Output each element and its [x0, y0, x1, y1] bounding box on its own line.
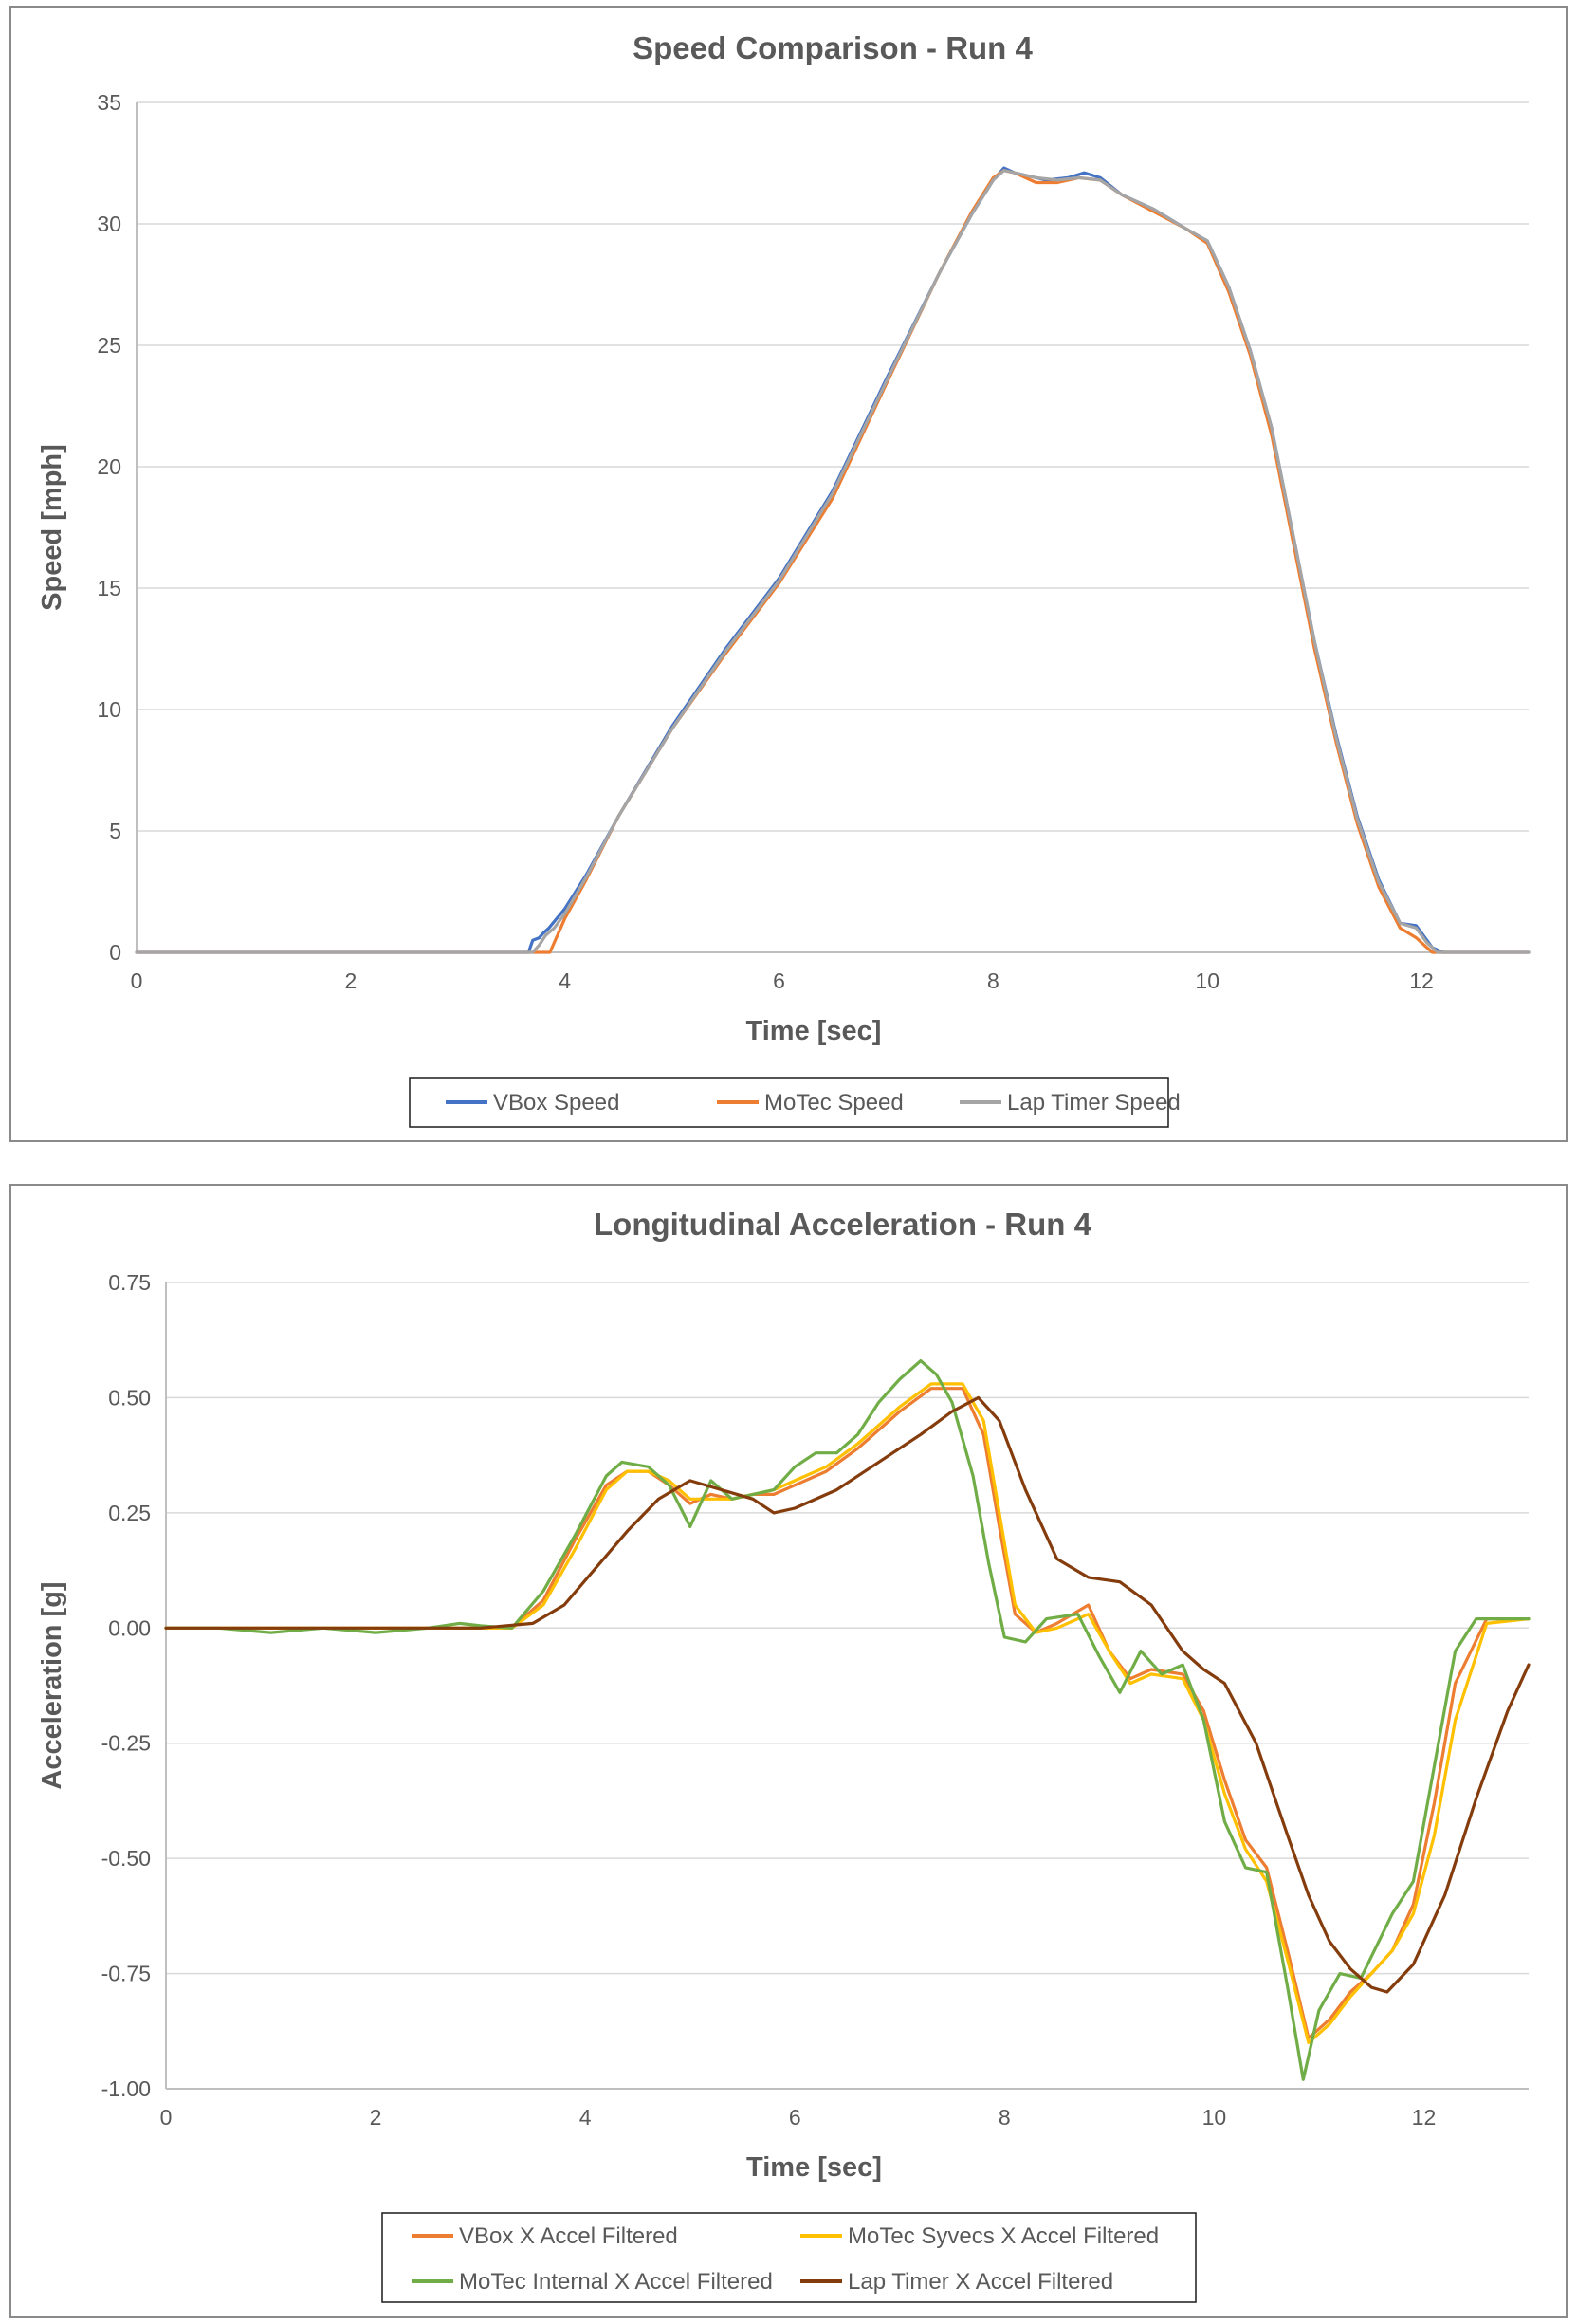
speed-legend-box [409, 1077, 1169, 1128]
speed-y-tick-label: 15 [97, 576, 121, 600]
accel-chart-title: Longitudinal Acceleration - Run 4 [594, 1207, 1092, 1242]
speed-x-tick-label: 8 [987, 968, 999, 993]
speed-series-vbox-speed [135, 166, 1531, 954]
accel-x-tick-label: 10 [1202, 2105, 1227, 2130]
accel-y-tick-label: -0.50 [101, 1846, 151, 1871]
accel-y-tick-label: 0.75 [108, 1270, 151, 1295]
speed-x-tick-label: 2 [344, 968, 357, 993]
speed-x-tick-label: 10 [1195, 968, 1219, 993]
speed-series-lap-timer-speed [135, 169, 1531, 954]
accel-y-tick-label: 0.25 [108, 1501, 151, 1525]
accel-legend-label-motec-internal-x-accel-filtered: MoTec Internal X Accel Filtered [459, 2269, 773, 2295]
speed-y-tick-label: 5 [109, 819, 121, 843]
speed-y-tick-label: 10 [97, 697, 121, 722]
accel-y-axis-title: Acceleration [g] [37, 1581, 67, 1789]
accel-x-tick-label: 2 [370, 2105, 382, 2130]
speed-chart-panel: Speed Comparison - Run 4 0 5 10 15 20 25 30 35 0 2… [9, 6, 1568, 1142]
accel-x-axis-title: Time [sec] [746, 2152, 882, 2183]
accel-series-motec-syvecs-x-accel-filtered [164, 1382, 1531, 2044]
speed-legend-label-lap-timer-speed: Lap Timer Speed [1007, 1090, 1181, 1116]
speed-x-tick-label: 6 [773, 968, 785, 993]
acceleration-chart: Longitudinal Acceleration - Run 4 -1.00 -0… [37, 1207, 1531, 2303]
accel-x-tick-label: 0 [160, 2105, 173, 2130]
speed-y-tick-label: 35 [97, 90, 121, 115]
accel-y-tick-label: 0.00 [108, 1615, 151, 1640]
accel-x-tick-label: 4 [579, 2105, 592, 2130]
accel-series-lap-timer-x-accel-filtered [164, 1395, 1531, 1994]
speed-legend-label-vbox-speed: VBox Speed [493, 1090, 619, 1116]
speed-y-tick-label: 0 [109, 940, 121, 965]
speed-y-tick-label: 20 [97, 454, 121, 479]
speed-legend-label-motec-speed: MoTec Speed [764, 1090, 904, 1116]
accel-legend-box [381, 2212, 1197, 2303]
speed-series-motec-speed [135, 169, 1531, 954]
speed-y-axis-title: Speed [mph] [37, 444, 67, 611]
accel-series-vbox-x-accel-filtered [164, 1387, 1531, 2040]
acceleration-chart-panel: Longitudinal Acceleration - Run 4 -1.00 -0… [9, 1184, 1568, 2318]
speed-x-tick-label: 4 [559, 968, 571, 993]
accel-legend-label-vbox-x-accel-filtered: VBox X Accel Filtered [459, 2223, 678, 2249]
accel-y-tick-label: -0.25 [101, 1731, 151, 1756]
accel-y-tick-label: 0.50 [108, 1385, 151, 1410]
speed-chart: Speed Comparison - Run 4 0 5 10 15 20 25 30 35 0 2… [37, 30, 1531, 1128]
speed-x-axis-title: Time [sec] [746, 1016, 882, 1046]
accel-legend-label-lap-timer-x-accel-filtered: Lap Timer X Accel Filtered [848, 2269, 1113, 2295]
accel-x-tick-label: 12 [1412, 2105, 1437, 2130]
speed-x-tick-label: 0 [131, 968, 143, 993]
accel-series-motec-internal-x-accel-filtered [164, 1359, 1531, 2081]
accel-x-tick-label: 6 [789, 2105, 801, 2130]
accel-x-tick-label: 8 [999, 2105, 1011, 2130]
speed-y-tick-label: 25 [97, 333, 121, 358]
accel-legend-label-motec-syvecs-x-accel-filtered: MoTec Syvecs X Accel Filtered [848, 2223, 1159, 2249]
speed-x-tick-label: 12 [1409, 968, 1434, 993]
speed-y-tick-label: 30 [97, 212, 121, 236]
speed-chart-title: Speed Comparison - Run 4 [633, 30, 1033, 65]
accel-y-tick-label: -0.75 [101, 1962, 151, 1986]
accel-y-tick-label: -1.00 [101, 2076, 151, 2101]
